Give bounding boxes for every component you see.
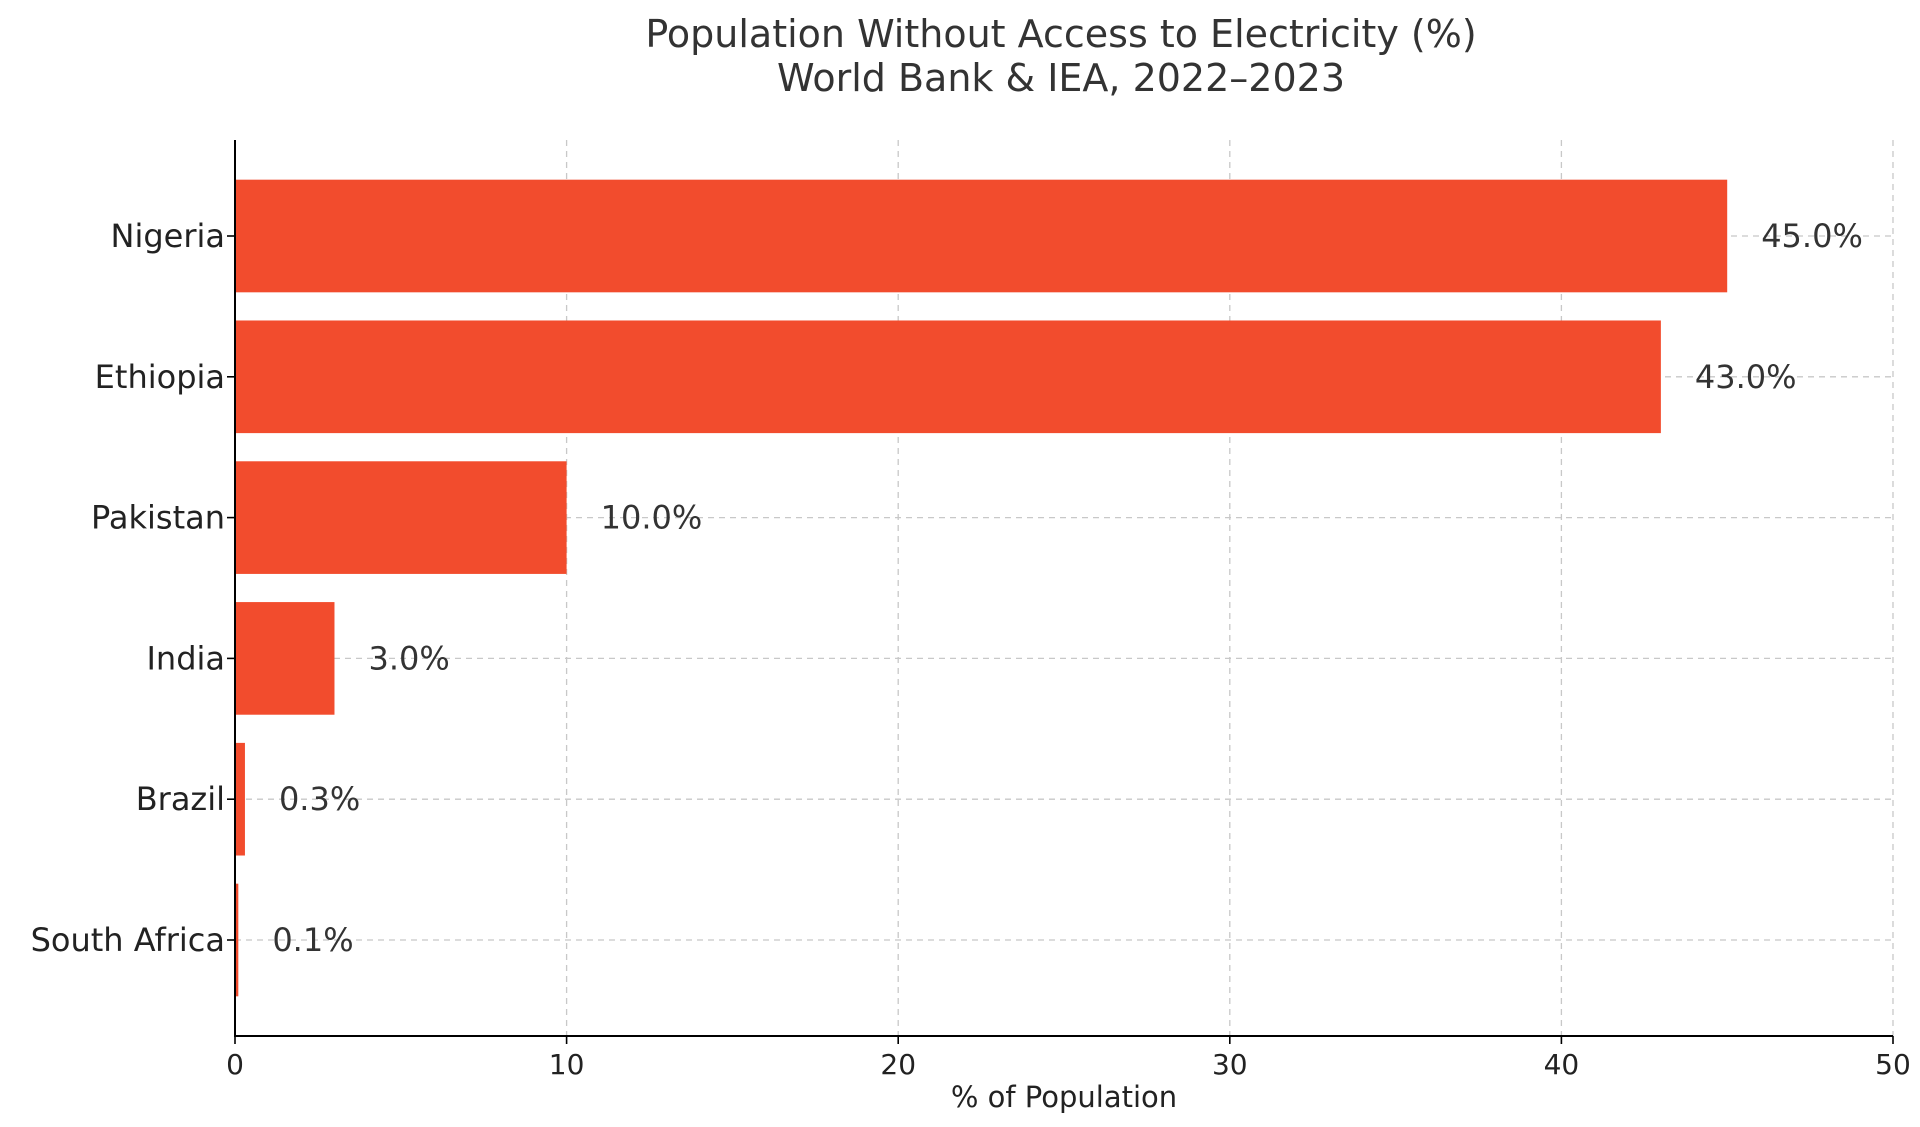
category-label: South Africa: [31, 921, 225, 959]
x-tick-label: 0: [226, 1048, 244, 1081]
category-label: Brazil: [136, 780, 225, 818]
bar-india: [235, 602, 335, 715]
bar-brazil: [235, 742, 245, 856]
bar-south-africa: [235, 883, 239, 997]
value-label: 10.0%: [601, 499, 703, 537]
bar-ethiopia: [235, 320, 1661, 434]
x-tick-label: 20: [880, 1048, 916, 1081]
value-label: 45.0%: [1761, 217, 1863, 255]
value-label: 0.3%: [279, 780, 360, 818]
value-label: 43.0%: [1695, 358, 1797, 396]
x-tick-label: 10: [549, 1048, 585, 1081]
category-label: Nigeria: [111, 217, 225, 255]
category-label: Pakistan: [91, 499, 225, 537]
category-label: Ethiopia: [95, 358, 225, 396]
bar-value-labels: 45.0% 43.0% 10.0% 3.0% 0.3% 0.1%: [272, 217, 1863, 959]
y-axis-categories: Nigeria Ethiopia Pakistan India Brazil South …: [31, 217, 225, 959]
x-axis-label: % of Population: [951, 1080, 1177, 1114]
chart-title-group: Population Without Access to Electricity…: [645, 12, 1476, 100]
x-tick-label: 30: [1212, 1048, 1248, 1081]
axes: [234, 140, 1893, 1037]
chart-subtitle: World Bank & IEA, 2022–2023: [777, 56, 1345, 100]
x-tick-label: 50: [1875, 1048, 1911, 1081]
value-label: 3.0%: [368, 639, 449, 677]
bars: [235, 179, 1728, 997]
x-axis-ticks: 0 10 20 30 40 50: [226, 235, 1911, 1081]
chart-title: Population Without Access to Electricity…: [645, 12, 1476, 56]
value-label: 0.1%: [272, 921, 353, 959]
bar-pakistan: [235, 461, 567, 574]
x-tick-label: 40: [1544, 1048, 1580, 1081]
category-label: India: [146, 639, 225, 677]
bar-nigeria: [235, 179, 1728, 293]
